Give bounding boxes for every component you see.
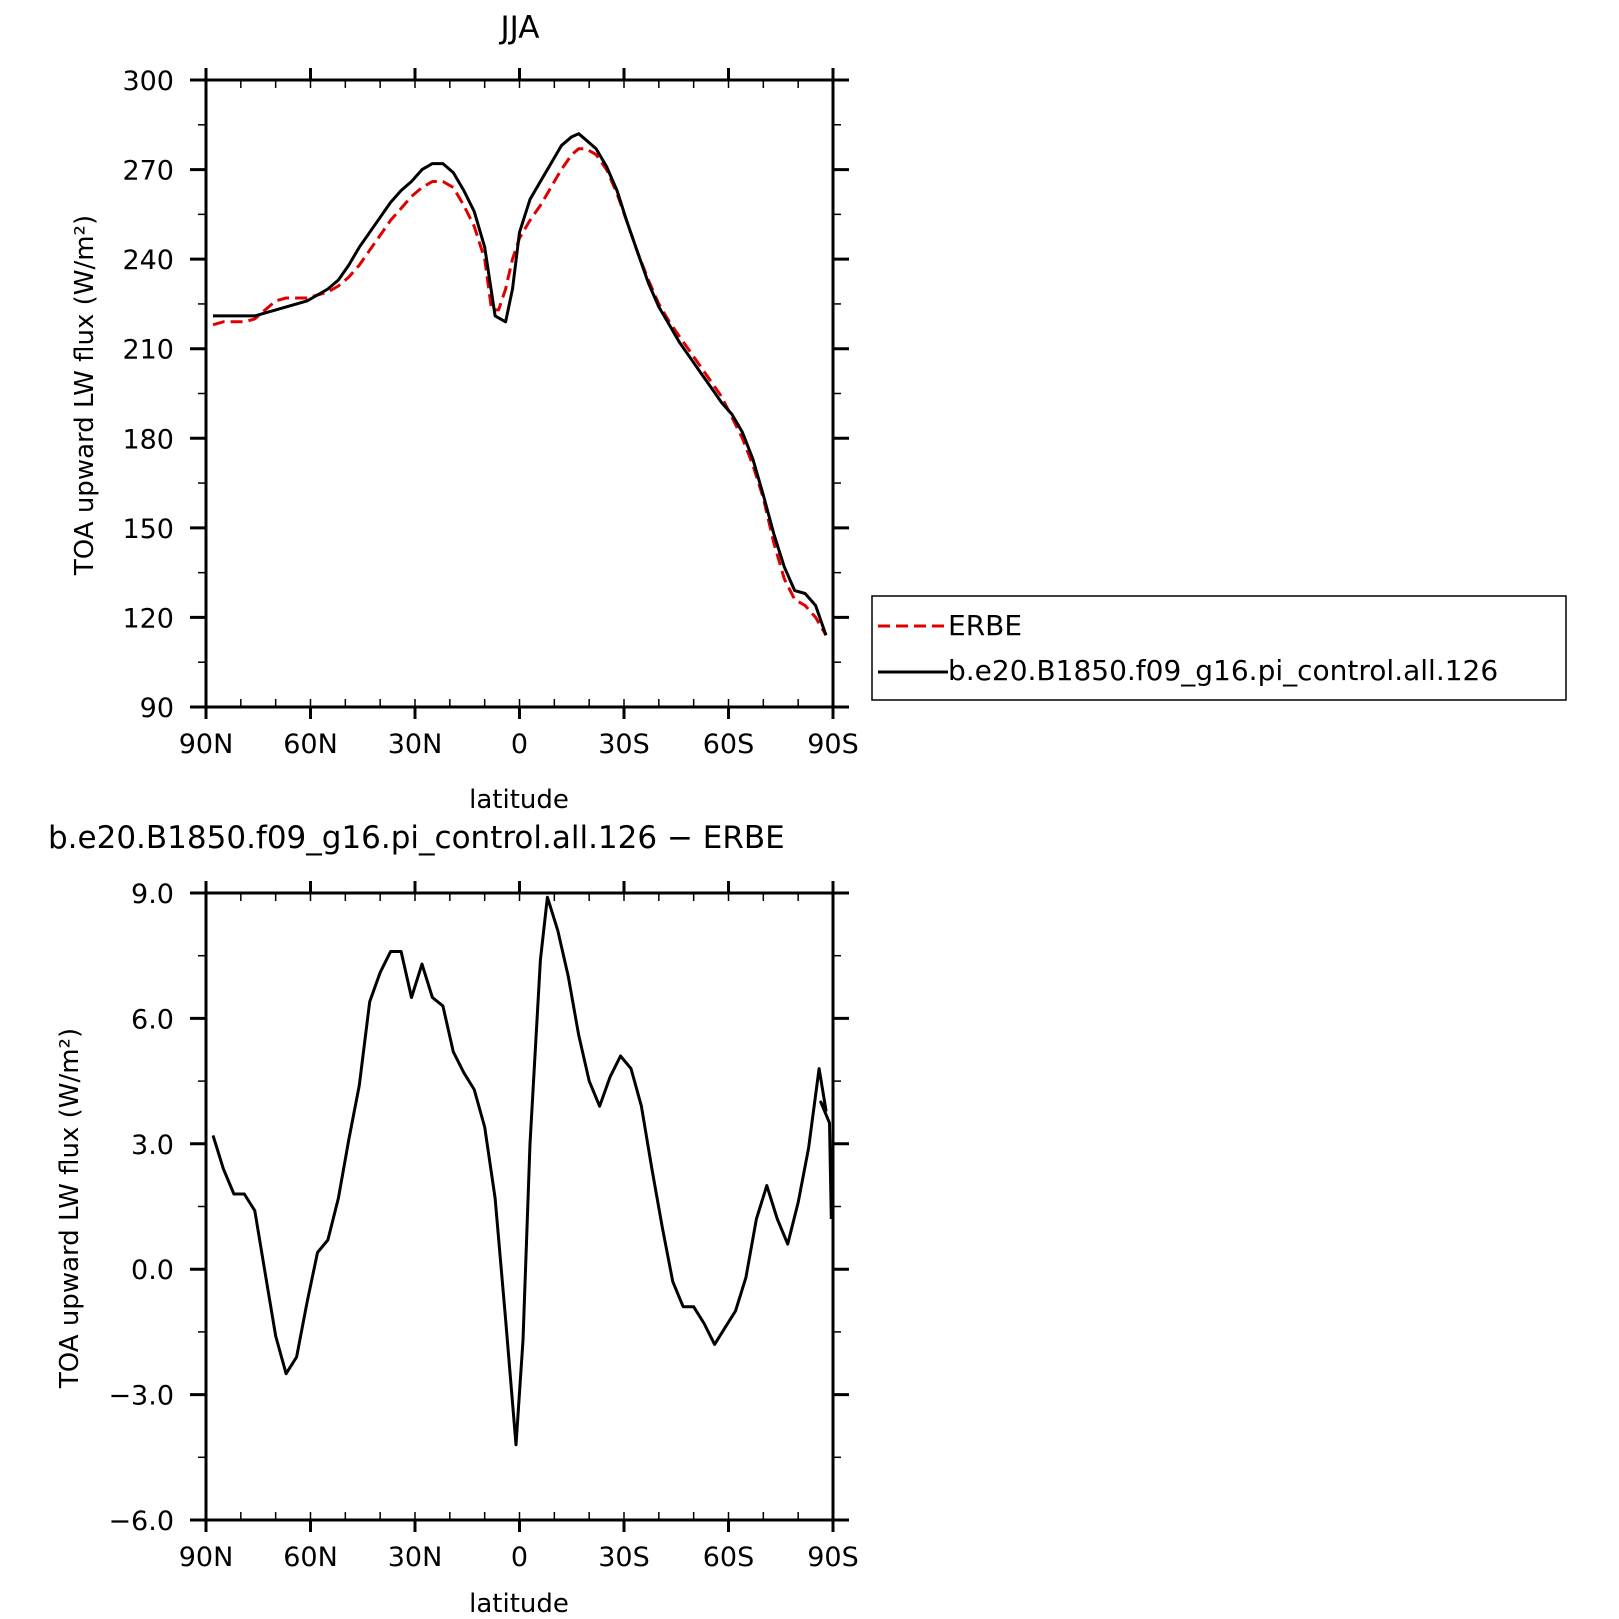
top-y-tick-label: 210	[122, 335, 174, 366]
top-y-tick-label: 120	[122, 603, 174, 634]
bottom-series-line-0	[211, 895, 833, 1447]
bottom-y-axis-label: TOA upward LW flux (W/m²)	[55, 1028, 85, 1389]
bottom-x-tick-label: 30N	[388, 1542, 443, 1573]
top-x-tick-label: 90N	[179, 729, 234, 760]
top-x-tick-label: 30N	[388, 729, 443, 760]
legend-box	[871, 595, 1567, 701]
top-x-tick-label: 60S	[703, 729, 755, 760]
bottom-y-tick-label: 9.0	[131, 879, 174, 910]
top-series-lines	[212, 132, 828, 637]
top-series-line-1	[213, 132, 828, 636]
bottom-y-tick-label: −6.0	[108, 1506, 174, 1537]
bottom-x-axis-label: latitude	[469, 1589, 569, 1619]
bottom-x-tick-label: 60N	[283, 1542, 338, 1573]
top-series-line-0	[212, 147, 828, 637]
bottom-x-tick-label: 90S	[807, 1542, 859, 1573]
top-plot-frame	[204, 78, 835, 709]
bottom-axes: 90N 60N 30N 0 30S 60S 90S −6.0 −3.0 0.0 3.0 6.0 9.0	[108, 879, 858, 1573]
top-chart-title: JJA	[499, 10, 540, 46]
bottom-y-tick-label: 0.0	[131, 1255, 174, 1286]
top-y-tick-label: 90	[140, 693, 174, 724]
top-panel: JJA 90N 60N 30N 0 30S 60S 90S 90 120 150 180 210 240…	[70, 10, 1567, 815]
legend-label-erbe: ERBE	[948, 609, 1022, 642]
top-y-tick-label: 300	[122, 66, 174, 97]
top-x-tick-label: 30S	[598, 729, 650, 760]
bottom-y-tick-label: −3.0	[108, 1381, 174, 1412]
bottom-y-tick-label: 3.0	[131, 1130, 174, 1161]
bottom-chart-title: b.e20.B1850.f09_g16.pi_control.all.126 −…	[48, 820, 785, 856]
top-y-tick-label: 240	[122, 245, 174, 276]
bottom-panel: b.e20.B1850.f09_g16.pi_control.all.126 −…	[48, 820, 859, 1619]
bottom-x-tick-label: 60S	[703, 1542, 755, 1573]
top-x-tick-label: 60N	[283, 729, 338, 760]
bottom-plot-frame	[204, 891, 835, 1522]
top-x-axis-label: latitude	[469, 785, 569, 815]
bottom-x-tick-label: 0	[511, 1542, 528, 1573]
top-y-tick-label: 180	[122, 424, 174, 455]
bottom-y-tick-label: 6.0	[131, 1004, 174, 1035]
legend-label-model: b.e20.B1850.f09_g16.pi_control.all.126	[948, 654, 1498, 687]
bottom-x-tick-label: 30S	[598, 1542, 650, 1573]
top-x-tick-label: 0	[511, 729, 528, 760]
top-y-tick-label: 270	[122, 156, 174, 187]
top-y-axis-label: TOA upward LW flux (W/m²)	[70, 215, 100, 576]
bottom-x-tick-label: 90N	[179, 1542, 234, 1573]
top-x-tick-label: 90S	[807, 729, 859, 760]
bottom-series-lines	[211, 895, 833, 1447]
top-axes: 90N 60N 30N 0 30S 60S 90S 90 120 150 180 210 240 270 3…	[122, 66, 858, 760]
legend: ERBE b.e20.B1850.f09_g16.pi_control.all.…	[871, 595, 1567, 701]
top-y-tick-label: 150	[122, 514, 174, 545]
